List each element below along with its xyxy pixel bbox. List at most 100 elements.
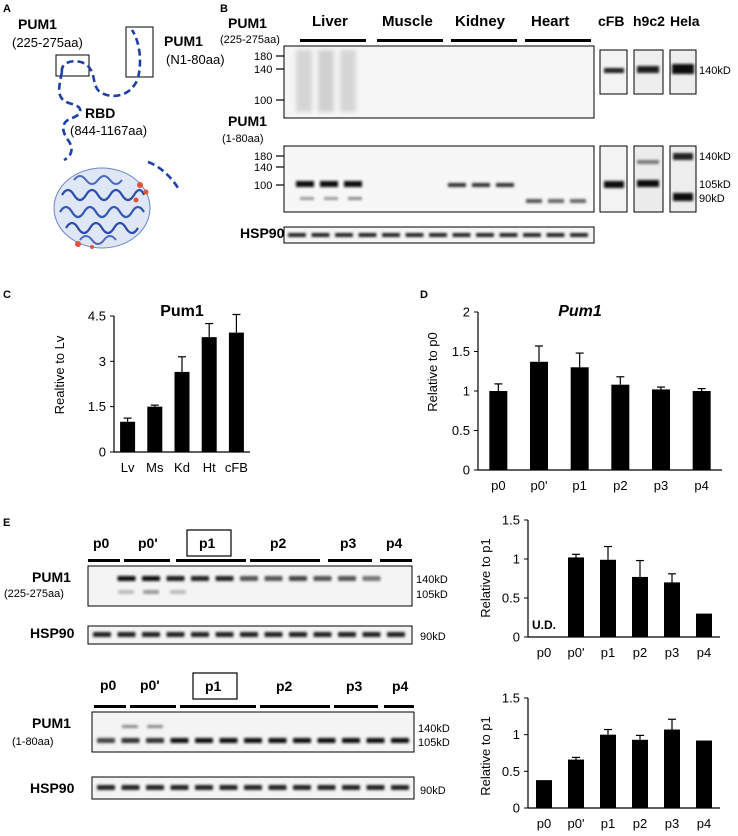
chart-c-category-label: Ht (203, 460, 216, 475)
chart-c-bar (228, 332, 244, 452)
chart-e1-bar (600, 559, 616, 637)
chart-e2-category-label: p2 (633, 816, 647, 831)
chart-e2-bar (632, 739, 648, 808)
e-top-lane-p1-box (186, 529, 232, 557)
chart-d-bar (530, 361, 548, 470)
chart-c-bar (147, 406, 163, 452)
panel-a-pum1-label: PUM1 (18, 16, 57, 32)
pum1-band (146, 738, 164, 743)
chart-d-bar (489, 391, 508, 470)
panel-b-letter: B (220, 3, 228, 15)
chart-c-title: Pum1 (160, 303, 204, 320)
chart-d-ytick-label: 1 (463, 384, 470, 399)
pum1-band (391, 738, 409, 743)
e-bot-lane-p0p: p0' (140, 677, 160, 693)
disordered-chain-path (60, 29, 142, 98)
cell-label-hela: Hela (670, 13, 700, 29)
tissue-label-heart: Heart (531, 13, 569, 30)
hsp90-band (288, 233, 306, 237)
pum1-band-140 (122, 725, 138, 728)
hsp90-band (570, 233, 588, 237)
e-top-blot-membrane (87, 565, 413, 607)
chart-c-ytick-label: 0 (99, 445, 106, 460)
chart-e1-ytick-label: 0 (513, 630, 520, 645)
chart-e2-ylabel: Relative to p1 (478, 716, 493, 796)
pum1-band (342, 738, 360, 743)
hsp90-band (289, 632, 307, 637)
pum1-band (166, 576, 185, 581)
pum1-band-140 (147, 725, 163, 728)
e-top-lane-p1: p1 (199, 535, 216, 551)
chart-d-ytick-label: 0.5 (452, 423, 470, 438)
disordered-chain-path-3 (147, 160, 180, 189)
hsp90-band (117, 632, 136, 637)
hsp90-band (215, 632, 234, 637)
panel-b: B Liver Muscle Kidney Heart cFB h9c2 Hel… (220, 3, 731, 244)
b1-marker-180: 180 (254, 51, 272, 63)
pum1-band (195, 738, 213, 743)
chart-e2-bar (600, 734, 616, 808)
hsp90-band (335, 233, 353, 237)
chart-e1-category-label: p0' (568, 645, 585, 660)
e-top-lane-p2: p2 (270, 535, 287, 551)
tissue-label-muscle: Muscle (382, 13, 433, 30)
chart-c-ytick-label: 4.5 (88, 309, 106, 324)
pum1-band (191, 576, 209, 581)
hsp90-band (313, 632, 332, 637)
b2-marker-140: 140 (254, 162, 272, 174)
hsp90-band (523, 233, 541, 237)
panel-a-pum1-range: (225-275aa) (12, 35, 83, 50)
hsp90-band (317, 785, 336, 790)
hsp90-band (146, 785, 164, 790)
pum1-band-lower (118, 590, 134, 594)
hsp90-band (166, 632, 185, 637)
chart-e1-category-label: p4 (697, 645, 711, 660)
chart-e2-bar (696, 740, 712, 808)
chart-c-ytick-label: 1.5 (88, 399, 106, 414)
hsp90-band (391, 785, 409, 790)
chart-e1-bar (664, 582, 680, 637)
tissue-bar-kidney (451, 39, 517, 42)
e-top-pum1-label: PUM1 (32, 569, 71, 585)
chart-c-ytick-label: 3 (99, 354, 106, 369)
chart-d-bar (692, 391, 711, 470)
panel-b-blot2-h9c2 (633, 145, 664, 213)
e-bot-lane-p3: p3 (346, 678, 363, 694)
chart-e1-category-label: p3 (665, 645, 679, 660)
chart-c-category-label: Kd (174, 460, 190, 475)
pum1-band (215, 576, 234, 581)
chart-e1-ytick-label: 0.5 (502, 591, 520, 606)
e-bot-kd-105: 105kD (418, 737, 450, 749)
pum1-band-lower (170, 590, 186, 594)
hsp90-band (405, 233, 424, 237)
panel-d: D Pum1 Relative to p0 0 0.5 1 1.5 2 p0 p0' p1 p2… (420, 289, 722, 493)
chart-e1-bar (696, 613, 712, 637)
e-top-hsp90-label: HSP90 (30, 625, 75, 641)
hsp90-band (170, 785, 189, 790)
e-bot-hsp90-kd: 90kD (420, 785, 446, 797)
hsp90-band (97, 785, 115, 790)
pum1-band (142, 576, 160, 581)
chart-d-category-label: p3 (654, 478, 668, 493)
chart-d-ytick-label: 2 (463, 305, 470, 320)
hsp90-band (293, 785, 311, 790)
panel-b-blot2-kd-90: 90kD (699, 193, 725, 205)
hsp90-band (387, 632, 405, 637)
chart-d-category-label: p2 (613, 478, 627, 493)
e-top-hsp90-kd: 90kD (420, 631, 446, 643)
chart-d-bar (570, 367, 589, 470)
disordered-chain-path-2 (57, 71, 82, 162)
panel-a-pum1-n1-label: PUM1 (164, 33, 203, 49)
pum1-band (293, 738, 311, 743)
chart-c-bar (174, 371, 190, 452)
chart-e2-category-label: p4 (697, 816, 711, 831)
chart-e2-bar (536, 780, 552, 808)
chart-d-title: Pum1 (558, 303, 602, 320)
pum1-band (362, 576, 381, 581)
chart-e2-ytick-label: 1.5 (502, 691, 520, 706)
panel-b-blot2-kd-105: 105kD (699, 179, 731, 191)
e-top-lane-p3: p3 (340, 535, 357, 551)
chart-c-category-label: Ms (146, 460, 164, 475)
pum1-band (317, 738, 336, 743)
pum1-band (313, 576, 332, 581)
